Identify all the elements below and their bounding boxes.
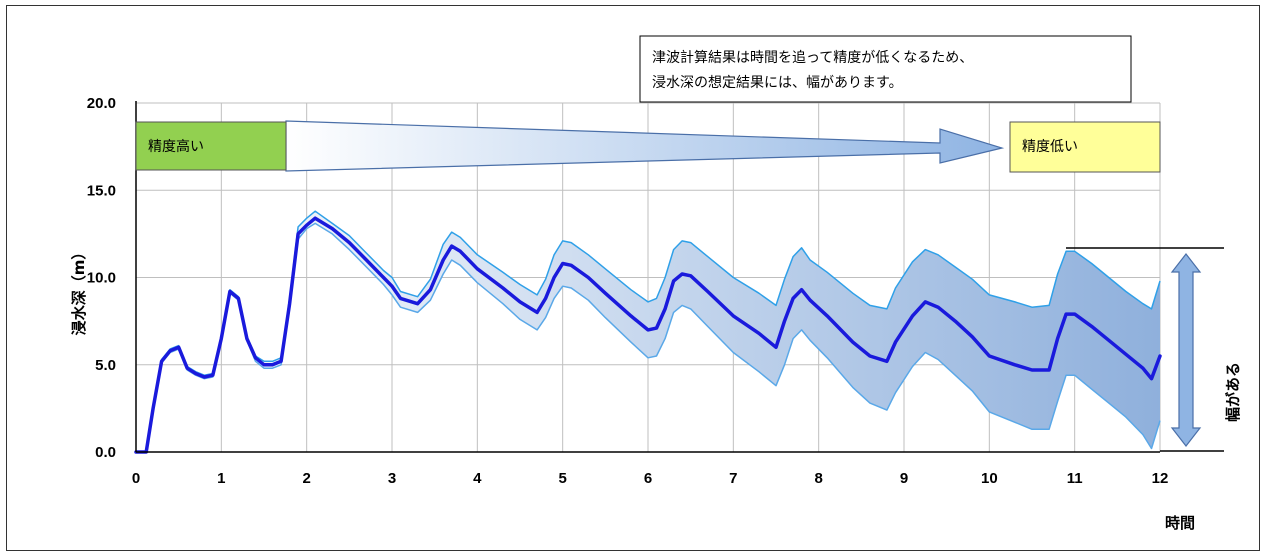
callout-line-2: 浸水深の想定結果には、幅があります。 [652, 75, 903, 91]
y-tick-label: 0.0 [95, 444, 116, 461]
chart-frame [6, 5, 1260, 551]
x-tick-label: 2 [302, 470, 310, 487]
accuracy-arrow [285, 120, 1005, 172]
range-double-arrow [1170, 253, 1202, 447]
range-label: 幅がある [1224, 362, 1242, 422]
x-tick-label: 6 [644, 470, 652, 487]
x-tick-label: 11 [1067, 470, 1083, 487]
x-tick-label: 1 [217, 470, 225, 487]
tick-labels: 0 1 2 3 4 5 6 7 8 9 10 11 120.05.010.015.020.0 [87, 95, 1169, 487]
y-tick-label: 20.0 [87, 95, 116, 112]
series-central-line [134, 216, 1162, 454]
range-indicator: 幅がある [1066, 247, 1242, 452]
y-tick-label: 10.0 [87, 270, 116, 287]
x-tick-label: 8 [814, 470, 822, 487]
y-tick-label: 15.0 [87, 182, 116, 199]
callout-line-1: 津波計算結果は時間を追って精度が低くなるため、 [652, 50, 973, 66]
x-tick-label: 7 [729, 470, 737, 487]
x-axis-title: 時間 [1165, 514, 1195, 532]
callout-box [639, 35, 1132, 103]
x-tick-label: 12 [1152, 470, 1169, 487]
series-lines [134, 210, 1162, 454]
callout: 津波計算結果は時間を追って精度が低くなるため、 浸水深の想定結果には、幅がありま… [639, 35, 1132, 103]
x-tick-label: 9 [900, 470, 908, 487]
low-accuracy-label: 精度低い [1022, 139, 1078, 155]
low-accuracy-box [1009, 121, 1161, 173]
high-accuracy-box [135, 121, 287, 171]
high-accuracy-label: 精度高い [148, 138, 204, 155]
x-tick-label: 0 [132, 470, 140, 487]
x-tick-label: 10 [981, 470, 998, 487]
x-tick-label: 4 [473, 470, 482, 487]
y-axis-title: 浸水深（m） [70, 245, 88, 336]
y-tick-label: 5.0 [95, 357, 116, 374]
x-tick-label: 3 [388, 470, 396, 487]
x-tick-label: 5 [558, 470, 566, 487]
